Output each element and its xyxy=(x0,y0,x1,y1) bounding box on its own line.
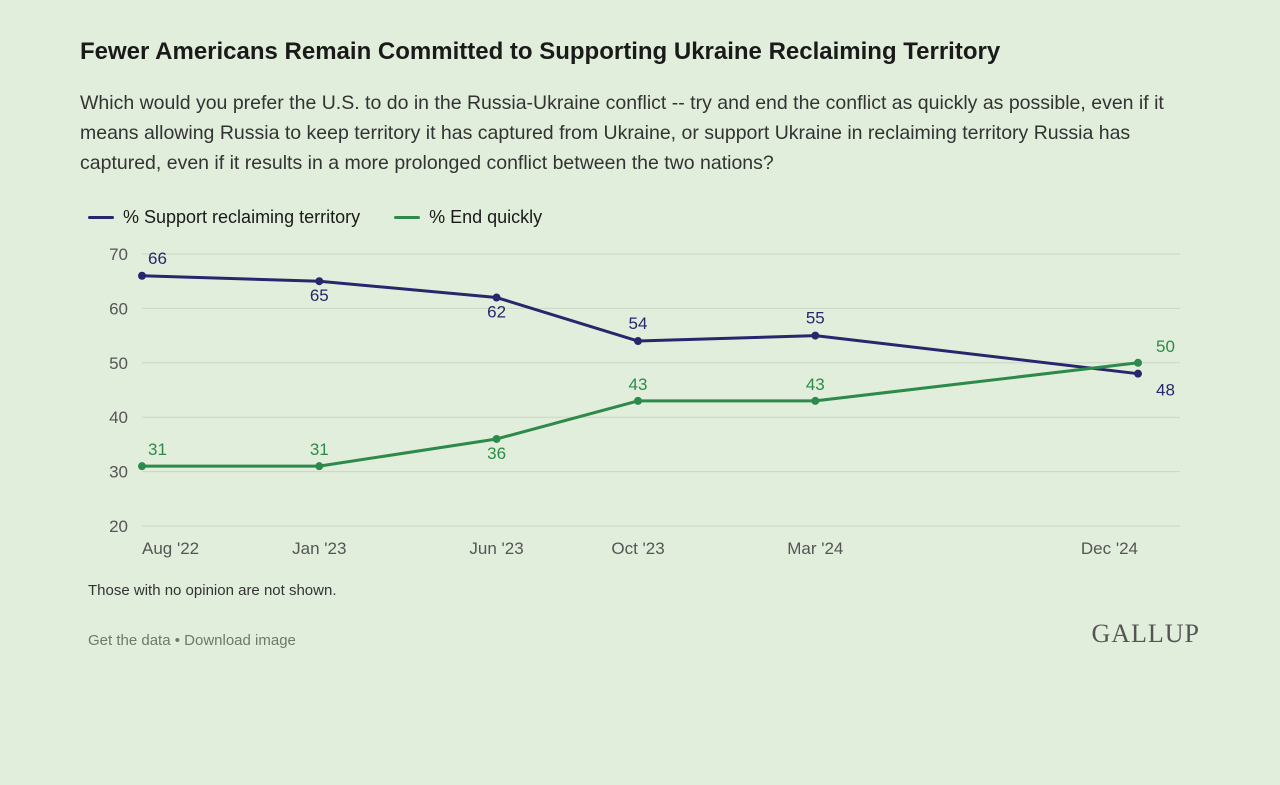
legend-item: % End quickly xyxy=(394,207,542,228)
x-axis-label: Jan '23 xyxy=(292,539,346,558)
data-point xyxy=(811,331,819,339)
y-axis-label: 70 xyxy=(109,245,128,264)
data-label: 31 xyxy=(310,440,329,459)
data-point xyxy=(493,435,501,443)
x-axis-label: Dec '24 xyxy=(1081,539,1138,558)
legend-label: % Support reclaiming territory xyxy=(123,207,360,228)
data-point xyxy=(315,277,323,285)
data-label: 43 xyxy=(806,375,825,394)
data-point xyxy=(634,337,642,345)
link-separator: • xyxy=(171,632,185,649)
data-point xyxy=(138,271,146,279)
data-label: 48 xyxy=(1156,380,1175,399)
get-data-link[interactable]: Get the data xyxy=(88,632,171,649)
chart-title: Fewer Americans Remain Committed to Supp… xyxy=(80,38,1200,66)
legend-swatch xyxy=(88,216,114,219)
chart-footnote: Those with no opinion are not shown. xyxy=(80,582,1200,599)
data-point xyxy=(1134,358,1142,366)
chart-subtitle: Which would you prefer the U.S. to do in… xyxy=(80,88,1180,179)
data-label: 54 xyxy=(629,314,648,333)
download-image-link[interactable]: Download image xyxy=(184,632,296,649)
x-axis-label: Aug '22 xyxy=(142,539,199,558)
legend-swatch xyxy=(394,216,420,219)
y-axis-label: 60 xyxy=(109,299,128,318)
data-point xyxy=(634,397,642,405)
legend-label: % End quickly xyxy=(429,207,542,228)
y-axis-label: 50 xyxy=(109,353,128,372)
y-axis-label: 40 xyxy=(109,408,128,427)
legend-item: % Support reclaiming territory xyxy=(88,207,360,228)
data-label: 62 xyxy=(487,302,506,321)
data-label: 43 xyxy=(629,375,648,394)
legend: % Support reclaiming territory % End quic… xyxy=(80,207,1200,228)
data-point xyxy=(1134,369,1142,377)
x-axis-label: Mar '24 xyxy=(787,539,843,558)
y-axis-label: 20 xyxy=(109,517,128,536)
data-point xyxy=(811,397,819,405)
data-label: 50 xyxy=(1156,336,1175,355)
line-chart: 20 30 40 50 60 70 Aug '22 Jan '23 Jun '23 Oct '23… xyxy=(80,236,1190,566)
x-axis-label: Jun '23 xyxy=(469,539,523,558)
data-label: 55 xyxy=(806,308,825,327)
data-point xyxy=(138,462,146,470)
data-label: 66 xyxy=(148,248,167,267)
data-point xyxy=(315,462,323,470)
x-axis-label: Oct '23 xyxy=(611,539,664,558)
data-label: 36 xyxy=(487,444,506,463)
data-label: 31 xyxy=(148,440,167,459)
gallup-logo: GALLUP xyxy=(1091,619,1200,649)
data-label: 65 xyxy=(310,286,329,305)
y-axis-label: 30 xyxy=(109,462,128,481)
data-point xyxy=(493,293,501,301)
chart-links: Get the data • Download image xyxy=(88,632,296,649)
